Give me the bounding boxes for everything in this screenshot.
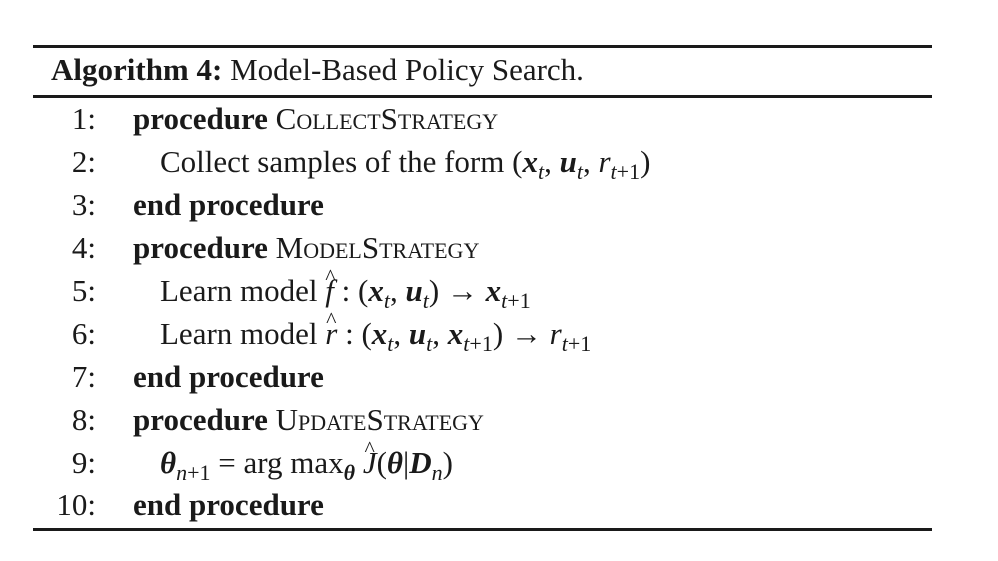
line-number: 2: bbox=[71, 144, 96, 179]
line-content: Learn model f : (xt, ut) → xt+1 bbox=[160, 255, 531, 315]
procedure-keyword: procedure bbox=[133, 402, 268, 437]
line-number: 1: bbox=[71, 101, 96, 136]
line-content: end procedure bbox=[133, 355, 324, 398]
statement-text: Learn model bbox=[160, 316, 318, 351]
line-number: 3: bbox=[71, 187, 96, 222]
algorithm-title: Model-Based Policy Search. bbox=[230, 52, 584, 87]
line-content: Collect samples of the form (xt, ut, rt+… bbox=[160, 140, 650, 186]
algorithm-line: 3: end procedure bbox=[0, 183, 998, 226]
procedure-keyword: procedure bbox=[133, 230, 268, 265]
algorithm-line: 7: end procedure bbox=[0, 355, 998, 398]
line-number: 7: bbox=[71, 359, 96, 394]
line-content: procedure UpdateStrategy bbox=[133, 398, 484, 441]
algorithm-line: 5: Learn model f : (xt, ut) → xt+1 bbox=[0, 255, 998, 315]
line-number: 9: bbox=[71, 445, 96, 480]
procedure-keyword: procedure bbox=[133, 101, 268, 136]
end-procedure-keyword: end procedure bbox=[133, 187, 324, 222]
algorithm-line: 10: end procedure bbox=[0, 483, 998, 526]
procedure-name: UpdateStrategy bbox=[275, 402, 484, 437]
math-expression: (xt, ut, rt+1) bbox=[512, 144, 651, 184]
algorithm-caption: Algorithm 4: Model-Based Policy Search. bbox=[51, 50, 584, 90]
line-number: 10: bbox=[56, 487, 96, 522]
algorithm-line: 9: θn+1 = arg maxθ J(θ|Dn) bbox=[0, 427, 998, 487]
line-content: end procedure bbox=[133, 183, 324, 226]
line-number: 5: bbox=[71, 273, 96, 308]
statement-text: Collect samples of the form bbox=[160, 144, 505, 179]
end-procedure-keyword: end procedure bbox=[133, 359, 324, 394]
algorithm-label: Algorithm 4: bbox=[51, 52, 223, 87]
line-content: procedure CollectStrategy bbox=[133, 97, 498, 140]
algorithm-line: 1: procedure CollectStrategy bbox=[0, 97, 998, 140]
end-procedure-keyword: end procedure bbox=[133, 487, 324, 522]
algorithm-line: 2: Collect samples of the form (xt, ut, … bbox=[0, 140, 998, 186]
algorithm-line: 6: Learn model r : (xt, ut, xt+1) → rt+1 bbox=[0, 298, 998, 358]
procedure-name: CollectStrategy bbox=[275, 101, 499, 136]
line-content: procedure ModelStrategy bbox=[133, 226, 479, 269]
algorithm-line: 4: procedure ModelStrategy bbox=[0, 226, 998, 269]
math-expression: θn+1 = arg maxθ J(θ|Dn) bbox=[160, 427, 453, 485]
line-content: θn+1 = arg maxθ J(θ|Dn) bbox=[160, 427, 453, 487]
top-rule bbox=[33, 45, 932, 48]
line-number: 4: bbox=[71, 230, 96, 265]
bottom-rule bbox=[33, 528, 932, 531]
line-content: Learn model r : (xt, ut, xt+1) → rt+1 bbox=[160, 298, 591, 358]
statement-text: Learn model bbox=[160, 273, 318, 308]
caption-rule bbox=[33, 95, 932, 98]
line-number: 8: bbox=[71, 402, 96, 437]
line-content: end procedure bbox=[133, 483, 324, 526]
algorithm-line: 8: procedure UpdateStrategy bbox=[0, 398, 998, 441]
math-expression: r : (xt, ut, xt+1) → rt+1 bbox=[325, 298, 591, 356]
procedure-name: ModelStrategy bbox=[275, 230, 480, 265]
math-expression: f : (xt, ut) → xt+1 bbox=[325, 255, 530, 313]
line-number: 6: bbox=[71, 316, 96, 351]
